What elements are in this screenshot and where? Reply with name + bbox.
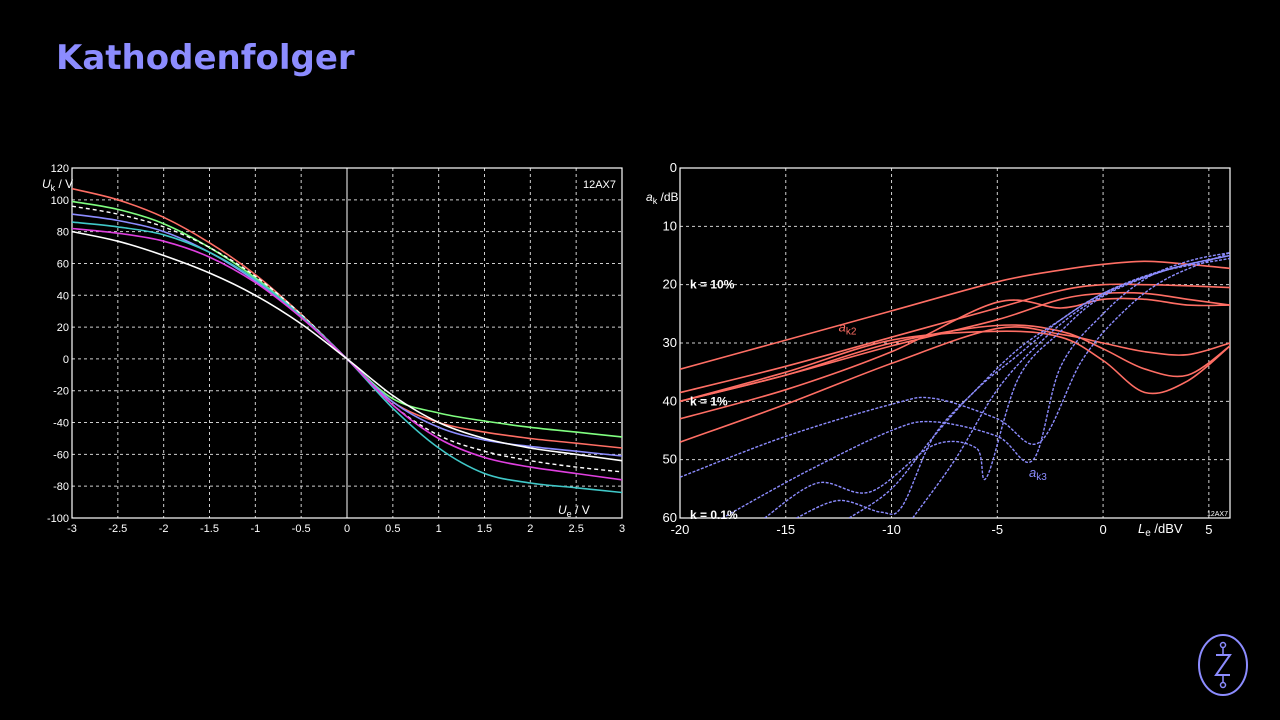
y-tick-label: -80 (53, 481, 69, 493)
x-tick-label: 0 (1099, 522, 1106, 537)
series-line (72, 230, 622, 462)
x-tick-label: -2 (159, 523, 169, 535)
y-tick-label: -60 (53, 449, 69, 461)
distortion-level-label: k = 0.1% (690, 508, 738, 522)
distortion-level-label: k = 10% (690, 278, 735, 292)
x-tick-label: -10 (882, 522, 901, 537)
x-tick-label: 2.5 (569, 523, 584, 535)
series-group (680, 251, 1230, 518)
series-line (721, 251, 1230, 518)
y-tick-label: 80 (57, 227, 69, 239)
x-tick-label: -1.5 (200, 523, 219, 535)
x-tick-label: -20 (671, 522, 690, 537)
logo-icon (1198, 634, 1248, 696)
series-line (764, 254, 1230, 518)
y-tick-label: 120 (51, 163, 69, 175)
x-tick-label: 0.5 (385, 523, 400, 535)
series-line (680, 326, 1230, 443)
y-tick-label: -20 (53, 386, 69, 398)
slide-title: Kathodenfolger (56, 38, 355, 78)
y-tick-label: -40 (53, 418, 69, 430)
y-tick-label: 20 (57, 322, 69, 334)
series-line (848, 254, 1230, 518)
x-tick-label: -5 (992, 522, 1004, 537)
x-axis-label: Ue / V (558, 503, 590, 519)
y-tick-label: 20 (663, 277, 677, 292)
x-tick-label: -1 (250, 523, 260, 535)
tube-annotation: 12AX7 (583, 179, 616, 191)
x-axis-label: Le /dBV (1138, 521, 1183, 539)
y-tick-label: 60 (663, 510, 677, 525)
series-group (72, 187, 622, 494)
series-label: ak2 (839, 319, 857, 337)
distortion-level-label: k = 1% (690, 394, 728, 408)
series-line (912, 257, 1230, 518)
y-tick-label: 0 (63, 354, 69, 366)
plot-frame (679, 167, 1231, 519)
y-tick-label: 50 (663, 452, 677, 467)
x-tick-label: -0.5 (292, 523, 311, 535)
x-tick-label: -3 (67, 523, 77, 535)
series-line (796, 254, 1230, 518)
y-tick-label: 40 (663, 393, 677, 408)
x-tick-label: -15 (776, 522, 795, 537)
x-tick-label: -2.5 (108, 523, 127, 535)
y-tick-label: 100 (51, 195, 69, 207)
series-label: ak3 (1029, 465, 1047, 483)
x-tick-label: 3 (619, 523, 625, 535)
series-line (680, 260, 1230, 370)
y-tick-label: 0 (670, 160, 677, 175)
series-line (680, 297, 1230, 420)
y-tick-label: 60 (57, 258, 69, 270)
y-tick-label: 40 (57, 290, 69, 302)
y-tick-label: 30 (663, 335, 677, 350)
series-line (680, 251, 1230, 478)
series-line (680, 283, 1230, 394)
y-tick-label: -100 (47, 513, 69, 525)
y-axis-label: Uk / V (42, 177, 73, 193)
x-tick-label: 0 (344, 523, 350, 535)
x-tick-label: 5 (1205, 522, 1212, 537)
output-voltage-chart: -3 -2.5 -2 -1.5 -1 -0.5 0 0.5 1 1.5 2 2.5 3 -100 -80 -6… (42, 163, 625, 535)
x-tick-label: 2 (527, 523, 533, 535)
corner-label: 12AX7 (1207, 511, 1228, 518)
series-line (680, 330, 1230, 403)
plot-frame (71, 167, 623, 519)
series-line (680, 324, 1230, 403)
x-tick-label: 1 (436, 523, 442, 535)
y-axis-label: ak /dB (646, 190, 679, 206)
x-tick-label: 1.5 (477, 523, 492, 535)
y-tick-label: 10 (663, 218, 677, 233)
